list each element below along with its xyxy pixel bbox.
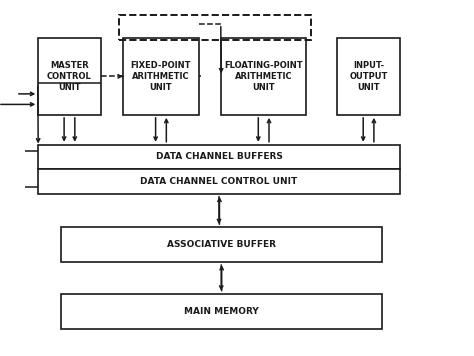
Bar [61, 227, 382, 262]
Bar [61, 294, 382, 329]
Bar [123, 38, 199, 115]
Bar [38, 145, 400, 169]
Text: INPUT-
OUTPUT
UNIT: INPUT- OUTPUT UNIT [349, 61, 388, 92]
Bar [337, 38, 400, 115]
Text: FLOATING-POINT
ARITHMETIC
UNIT: FLOATING-POINT ARITHMETIC UNIT [224, 61, 303, 92]
Bar [38, 38, 100, 115]
Text: ASSOCIATIVE BUFFER: ASSOCIATIVE BUFFER [167, 240, 276, 249]
Text: DATA CHANNEL BUFFERS: DATA CHANNEL BUFFERS [155, 152, 283, 162]
Text: MAIN MEMORY: MAIN MEMORY [184, 307, 259, 316]
Text: MASTER
CONTROL
UNIT: MASTER CONTROL UNIT [47, 61, 92, 92]
Bar [118, 15, 310, 40]
Bar [38, 169, 400, 194]
Text: DATA CHANNEL CONTROL UNIT: DATA CHANNEL CONTROL UNIT [140, 177, 298, 186]
Bar [221, 38, 306, 115]
Text: FIXED-POINT
ARITHMETIC
UNIT: FIXED-POINT ARITHMETIC UNIT [131, 61, 191, 92]
